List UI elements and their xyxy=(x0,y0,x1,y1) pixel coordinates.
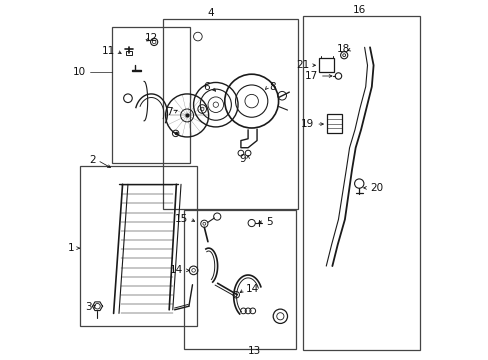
Text: 4: 4 xyxy=(207,8,213,18)
Bar xyxy=(163,19,298,210)
Text: 15: 15 xyxy=(174,214,187,224)
Text: 19: 19 xyxy=(301,119,314,129)
Bar xyxy=(112,27,190,163)
Bar xyxy=(184,211,296,348)
Text: 14: 14 xyxy=(246,284,259,294)
Text: 12: 12 xyxy=(145,33,158,43)
Bar xyxy=(126,51,132,55)
Text: 10: 10 xyxy=(73,67,86,77)
Text: 11: 11 xyxy=(101,46,115,56)
Text: 8: 8 xyxy=(269,82,276,92)
Bar xyxy=(326,114,341,134)
Text: 21: 21 xyxy=(295,60,308,70)
Text: 6: 6 xyxy=(203,82,209,92)
Bar xyxy=(302,16,419,350)
Text: 7: 7 xyxy=(166,107,172,117)
Text: 3: 3 xyxy=(84,302,91,312)
Text: 16: 16 xyxy=(352,5,365,15)
Bar xyxy=(80,166,197,326)
Text: 5: 5 xyxy=(265,217,272,227)
Text: 14: 14 xyxy=(170,265,183,275)
Text: 18: 18 xyxy=(336,44,349,54)
Bar xyxy=(319,58,333,72)
Text: 9: 9 xyxy=(239,154,246,164)
Text: 20: 20 xyxy=(369,183,383,193)
Text: 17: 17 xyxy=(304,71,317,81)
Text: 2: 2 xyxy=(89,155,96,165)
Text: 1: 1 xyxy=(68,243,75,253)
Text: 13: 13 xyxy=(247,346,260,356)
